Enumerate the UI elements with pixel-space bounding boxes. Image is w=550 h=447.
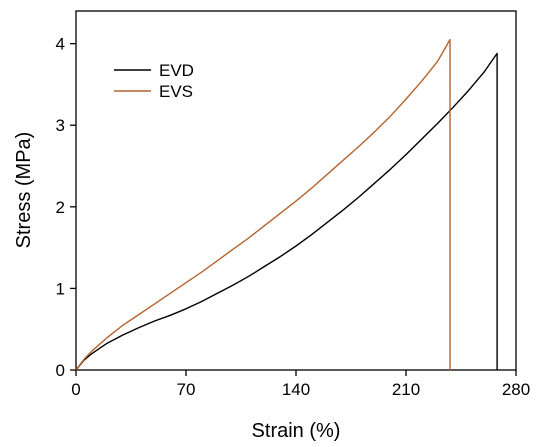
- y-tick-label: 2: [56, 198, 65, 217]
- y-tick-label: 0: [56, 361, 65, 380]
- legend: EVD EVS: [114, 61, 194, 101]
- x-tick-label: 0: [71, 380, 80, 399]
- x-tick-label: 140: [282, 380, 310, 399]
- y-axis-ticks: 0 1 2 3 4: [56, 35, 76, 380]
- x-tick-label: 70: [177, 380, 196, 399]
- series-line-evs: [75, 38, 451, 371]
- legend-label-evd: EVD: [159, 61, 194, 80]
- x-axis-ticks: 0 70 140 210 280: [71, 370, 530, 399]
- y-tick-label: 4: [56, 35, 65, 54]
- series-line-evd: [75, 52, 498, 371]
- series-layer: [75, 38, 498, 371]
- x-tick-label: 280: [502, 380, 530, 399]
- y-tick-label: 1: [56, 279, 65, 298]
- x-tick-label: 210: [392, 380, 420, 399]
- legend-label-evs: EVS: [159, 82, 193, 101]
- x-axis-title: Strain (%): [252, 420, 341, 442]
- y-axis-title: Stress (MPa): [13, 132, 35, 249]
- y-tick-label: 3: [56, 116, 65, 135]
